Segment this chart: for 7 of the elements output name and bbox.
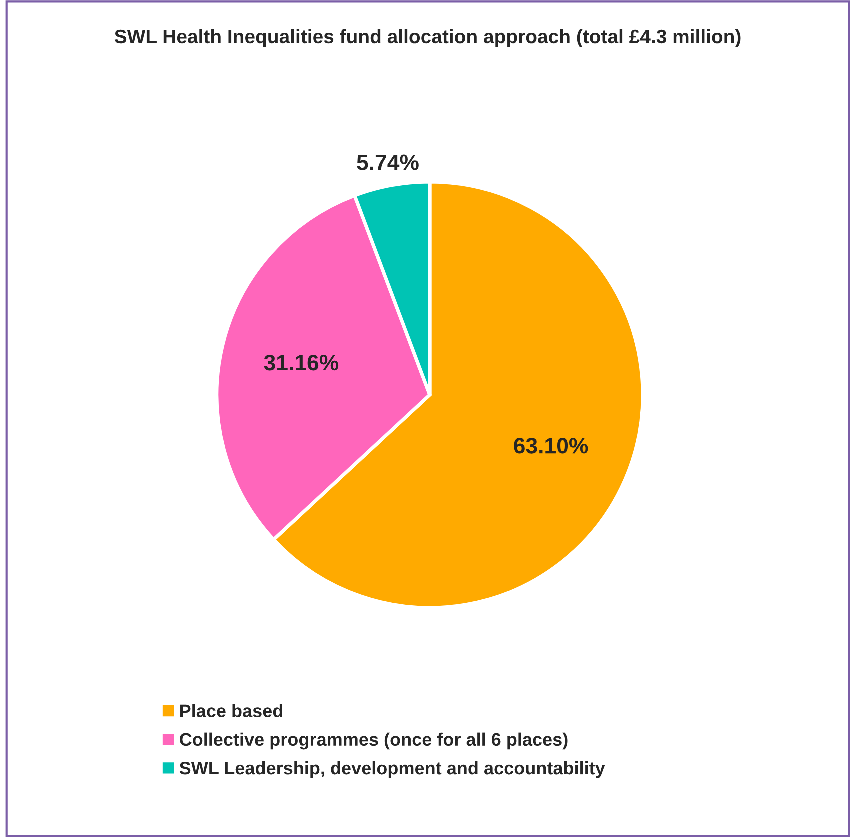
legend-label: SWL Leadership, development and accountability: [180, 761, 606, 778]
legend-label: Collective programmes (once for all 6 places): [180, 732, 568, 750]
data-label: 31.16%: [264, 354, 339, 371]
data-label: 63.10%: [514, 438, 588, 454]
legend-label: Place based: [180, 704, 282, 718]
chart-title: SWL Health Inequalities fund allocation approach (total £4.3 million): [114, 29, 741, 48]
data-label: 5.74%: [357, 154, 419, 170]
